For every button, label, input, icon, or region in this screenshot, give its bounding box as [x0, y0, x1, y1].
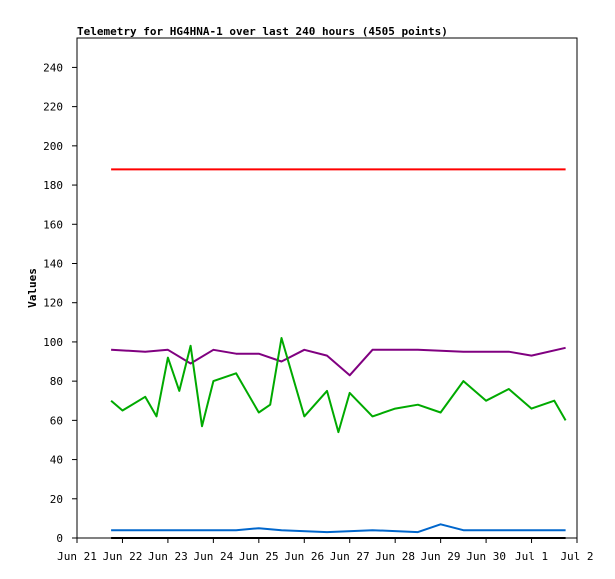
y-tick-label: 20: [50, 493, 63, 506]
x-tick-label: Jun 23: [148, 550, 188, 563]
y-tick-label: 120: [43, 297, 63, 310]
y-axis: 0 20 40 60 80 100 120 140 160 180 200 220 240: [43, 61, 77, 545]
y-tick-label: 160: [43, 218, 63, 231]
x-axis: Jun 21 Jun 22 Jun 23 Jun 24 Jun 25 Jun 26 Jun …: [57, 538, 594, 563]
x-tick-label: Jun 21: [57, 550, 97, 563]
plot-area: [76, 37, 578, 539]
x-tick-label: Jun 29: [421, 550, 461, 563]
x-tick-label: Jun 25: [239, 550, 279, 563]
y-tick-label: 0: [56, 532, 63, 545]
y-tick-label: 100: [43, 336, 63, 349]
x-tick-label: Jun 28: [375, 550, 415, 563]
x-tick-label: Jun 30: [466, 550, 506, 563]
y-tick-label: 140: [43, 257, 63, 270]
series-line-1: [111, 346, 566, 377]
x-tick-label: Jul 1: [515, 550, 548, 563]
x-tick-label: Jul 2: [560, 550, 593, 563]
x-tick-label: Jun 24: [193, 550, 233, 563]
y-tick-label: 60: [50, 414, 63, 427]
y-tick-label: 220: [43, 101, 63, 114]
series-line-3: [111, 523, 566, 534]
y-tick-label: 180: [43, 179, 63, 192]
x-tick-label: Jun 22: [103, 550, 143, 563]
y-axis-title: Values: [26, 268, 39, 308]
y-tick-label: 80: [50, 375, 63, 388]
series-layer: [110, 168, 567, 539]
x-tick-label: Jun 26: [284, 550, 324, 563]
y-tick-label: 40: [50, 454, 63, 467]
x-tick-label: Jun 27: [330, 550, 370, 563]
chart-title: Telemetry for HG4HNA-1 over last 240 hou…: [77, 25, 448, 38]
series-line-2: [110, 337, 567, 434]
y-tick-label: 200: [43, 140, 63, 153]
y-tick-label: 240: [43, 61, 63, 74]
